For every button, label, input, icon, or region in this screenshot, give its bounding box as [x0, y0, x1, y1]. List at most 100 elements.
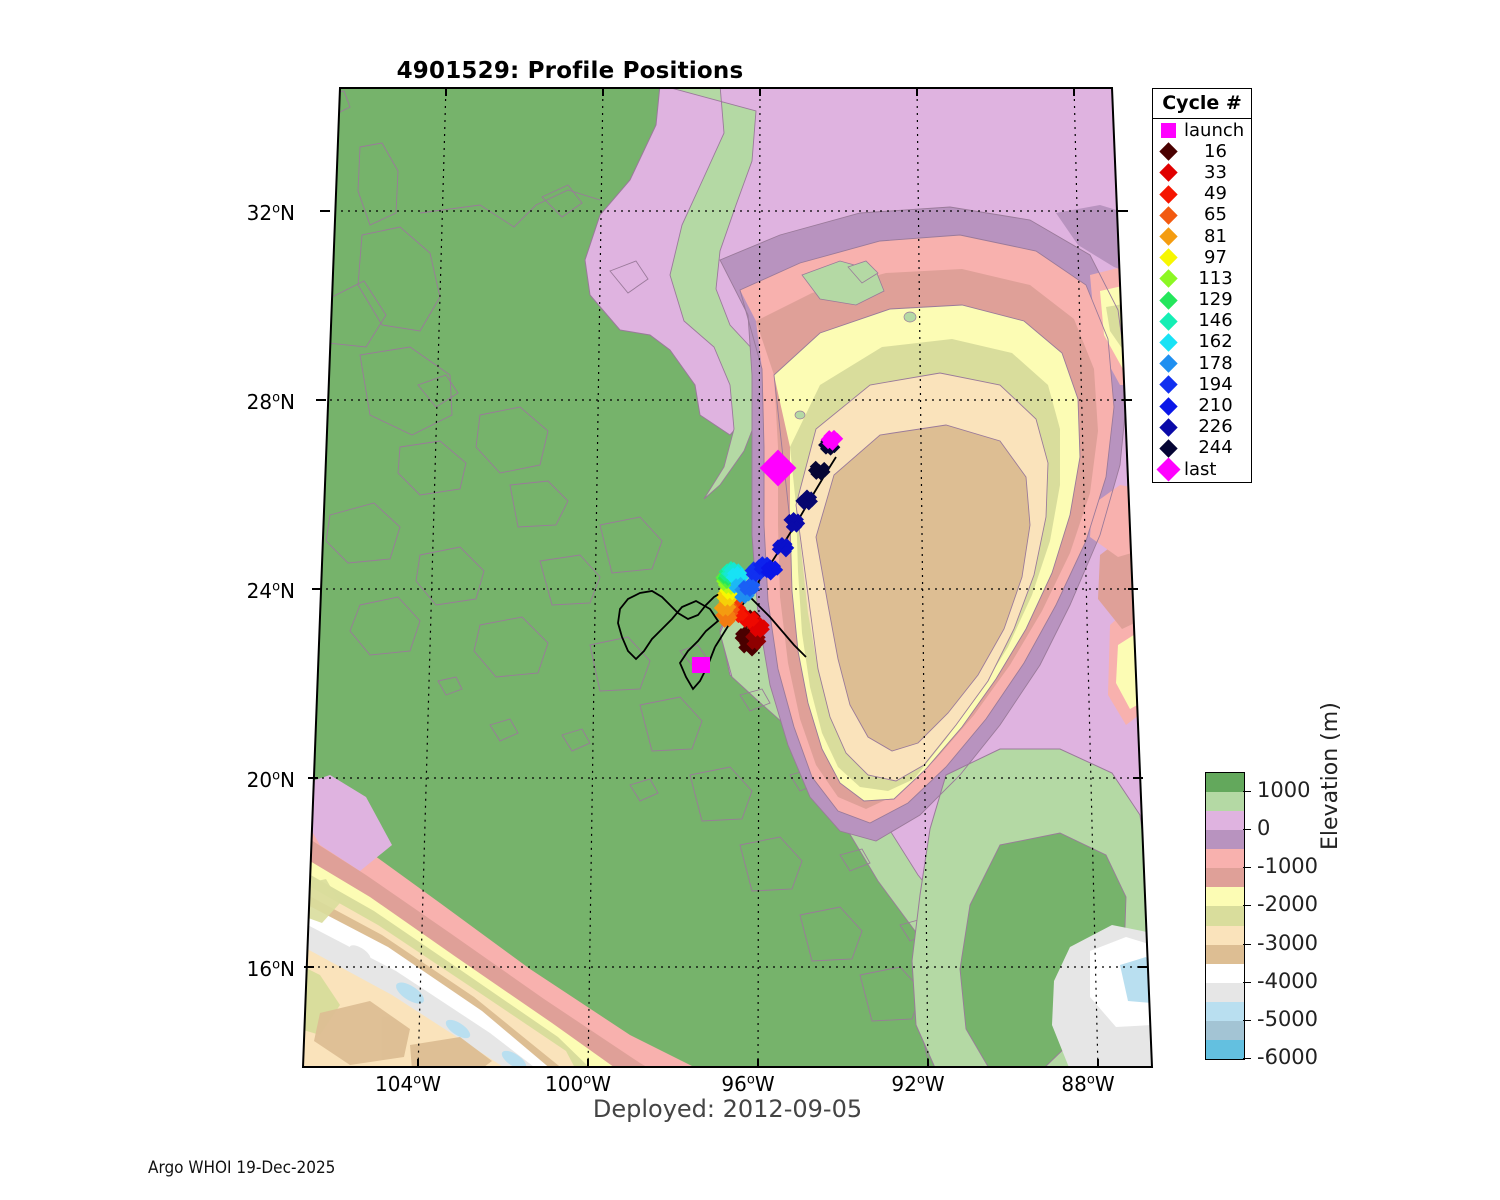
legend-row-81[interactable]: 81 — [1153, 226, 1251, 247]
legend-row-146[interactable]: 146 — [1153, 311, 1251, 332]
colorbar-band-5 — [1206, 868, 1244, 888]
x-tick-value-1: 100 — [545, 1072, 584, 1096]
x-axis-labels: 104oW 100oW 96oW 92oW 88oW — [250, 1072, 1170, 1112]
colorbar-band-8 — [1206, 925, 1244, 945]
legend-label: 129 — [1198, 289, 1233, 311]
launch-marker[interactable] — [692, 657, 710, 673]
legend-marker-swatch — [1158, 184, 1178, 204]
legend-diamond-marker — [1153, 375, 1183, 395]
colorbar-band-9 — [1206, 944, 1244, 964]
map-panel[interactable] — [300, 85, 1155, 1070]
colorbar-band-12 — [1206, 1001, 1244, 1021]
colorbar-tickline-2 — [1243, 867, 1251, 869]
legend-label: 97 — [1204, 246, 1227, 268]
legend-row-97[interactable]: 97 — [1153, 247, 1251, 268]
y-tick-3: 20oN — [246, 768, 295, 792]
colorbar-tickline-4 — [1243, 943, 1251, 945]
legend-marker-swatch — [1160, 123, 1176, 139]
legend-marker-swatch — [1158, 227, 1178, 246]
legend-diamond-marker — [1153, 206, 1183, 225]
colorbar-tick-label-2: -1000 — [1257, 854, 1319, 879]
last-marker[interactable] — [759, 449, 797, 487]
track-point[interactable] — [718, 616, 731, 628]
colorbar-band-13 — [1206, 1020, 1244, 1040]
legend-row-49[interactable]: 49 — [1153, 184, 1251, 205]
legend-label: 244 — [1198, 437, 1233, 459]
colorbar-band-0 — [1206, 773, 1244, 793]
legend-diamond-large-marker — [1153, 457, 1183, 482]
colorbar-band-7 — [1206, 906, 1244, 926]
legend-marker-swatch — [1158, 290, 1178, 310]
legend-row-launch[interactable]: launch — [1153, 120, 1251, 141]
y-axis-labels: 32oN 28oN 24oN 20oN 16oN — [150, 85, 295, 1070]
legend-row-113[interactable]: 113 — [1153, 268, 1251, 289]
colorbar-tickline-0 — [1243, 791, 1251, 793]
y-tick-1: 28oN — [246, 390, 295, 414]
legend-row-65[interactable]: 65 — [1153, 205, 1251, 226]
colorbar-band-6 — [1206, 887, 1244, 907]
gulf-bathymetry — [719, 205, 1152, 1067]
deep-se — [1052, 925, 1152, 1067]
colorbar-tickline-5 — [1243, 981, 1251, 983]
frame-ticks — [304, 88, 1148, 1067]
colorbar-band-1 — [1206, 792, 1244, 812]
legend-marker-swatch — [1158, 375, 1178, 395]
cycle-legend[interactable]: Cycle # launch 16 33 49 65 81 97 113 129 146 162 17… — [1152, 88, 1252, 484]
legend-diamond-marker — [1153, 396, 1183, 416]
legend-row-162[interactable]: 162 — [1153, 332, 1251, 353]
map-frame — [301, 87, 1154, 1068]
legend-marker-swatch — [1158, 142, 1178, 161]
legend-row-last[interactable]: last — [1153, 457, 1251, 482]
colorbar-band-10 — [1206, 963, 1244, 983]
legend-square-marker — [1153, 123, 1183, 139]
track-point[interactable] — [734, 591, 747, 604]
legend-marker-swatch — [1158, 354, 1178, 373]
legend-row-16[interactable]: 16 — [1153, 141, 1251, 162]
colorbar-ticks: 1000 0 -1000 -2000 -3000 -4000 -5000 -6000 — [1243, 760, 1363, 1080]
legend-row-226[interactable]: 226 — [1153, 417, 1251, 438]
legend-row-33[interactable]: 33 — [1153, 162, 1251, 183]
legend-label: 210 — [1198, 395, 1233, 417]
colorbar-band-3 — [1206, 830, 1244, 850]
x-tick-value-0: 104 — [375, 1072, 414, 1096]
colorbar-tick-label-3: -2000 — [1257, 892, 1319, 917]
legend-label: 194 — [1198, 373, 1233, 395]
legend-diamond-marker — [1153, 290, 1183, 310]
legend-label: 146 — [1198, 310, 1233, 332]
deployed-label: Deployed: 2012-09-05 — [592, 1095, 863, 1123]
legend-row-244[interactable]: 244 — [1153, 438, 1251, 459]
legend-marker-swatch — [1158, 418, 1178, 437]
y-tick-value-2: 24 — [246, 579, 273, 603]
elevation-colorbar[interactable] — [1205, 772, 1245, 1060]
colorbar-tick-label-4: -3000 — [1257, 930, 1319, 955]
legend-marker-swatch — [1158, 163, 1178, 183]
legend-diamond-marker — [1153, 333, 1183, 352]
legend-label: 113 — [1198, 267, 1233, 289]
y-tick-value-0: 32 — [246, 201, 273, 225]
x-tick-value-3: 92 — [891, 1072, 917, 1096]
legend-diamond-marker — [1153, 227, 1183, 246]
legend-row-194[interactable]: 194 — [1153, 374, 1251, 395]
legend-marker-swatch — [1158, 269, 1178, 289]
legend-label: 49 — [1204, 183, 1227, 205]
legend-title: Cycle # — [1153, 89, 1251, 119]
y-tick-2: 24oN — [246, 579, 295, 603]
legend-diamond-marker — [1153, 163, 1183, 183]
colorbar-band-2 — [1206, 811, 1244, 831]
x-tick-value-2: 96 — [721, 1072, 747, 1096]
bathymetry-map[interactable] — [300, 85, 1155, 1070]
legend-label: 16 — [1204, 140, 1227, 162]
legend-marker-swatch — [1155, 457, 1181, 482]
x-tick-4: 88oW — [1061, 1072, 1115, 1096]
y-tick-value-3: 20 — [246, 768, 273, 792]
legend-label: 65 — [1204, 204, 1227, 226]
colorbar-tickline-3 — [1243, 905, 1251, 907]
legend-marker-swatch — [1158, 439, 1178, 458]
legend-row-129[interactable]: 129 — [1153, 290, 1251, 311]
legend-diamond-marker — [1153, 418, 1183, 437]
x-tick-2: 96oW — [721, 1072, 775, 1096]
legend-diamond-marker — [1153, 248, 1183, 267]
track-point[interactable] — [737, 580, 750, 592]
legend-row-178[interactable]: 178 — [1153, 353, 1251, 374]
legend-row-210[interactable]: 210 — [1153, 395, 1251, 416]
